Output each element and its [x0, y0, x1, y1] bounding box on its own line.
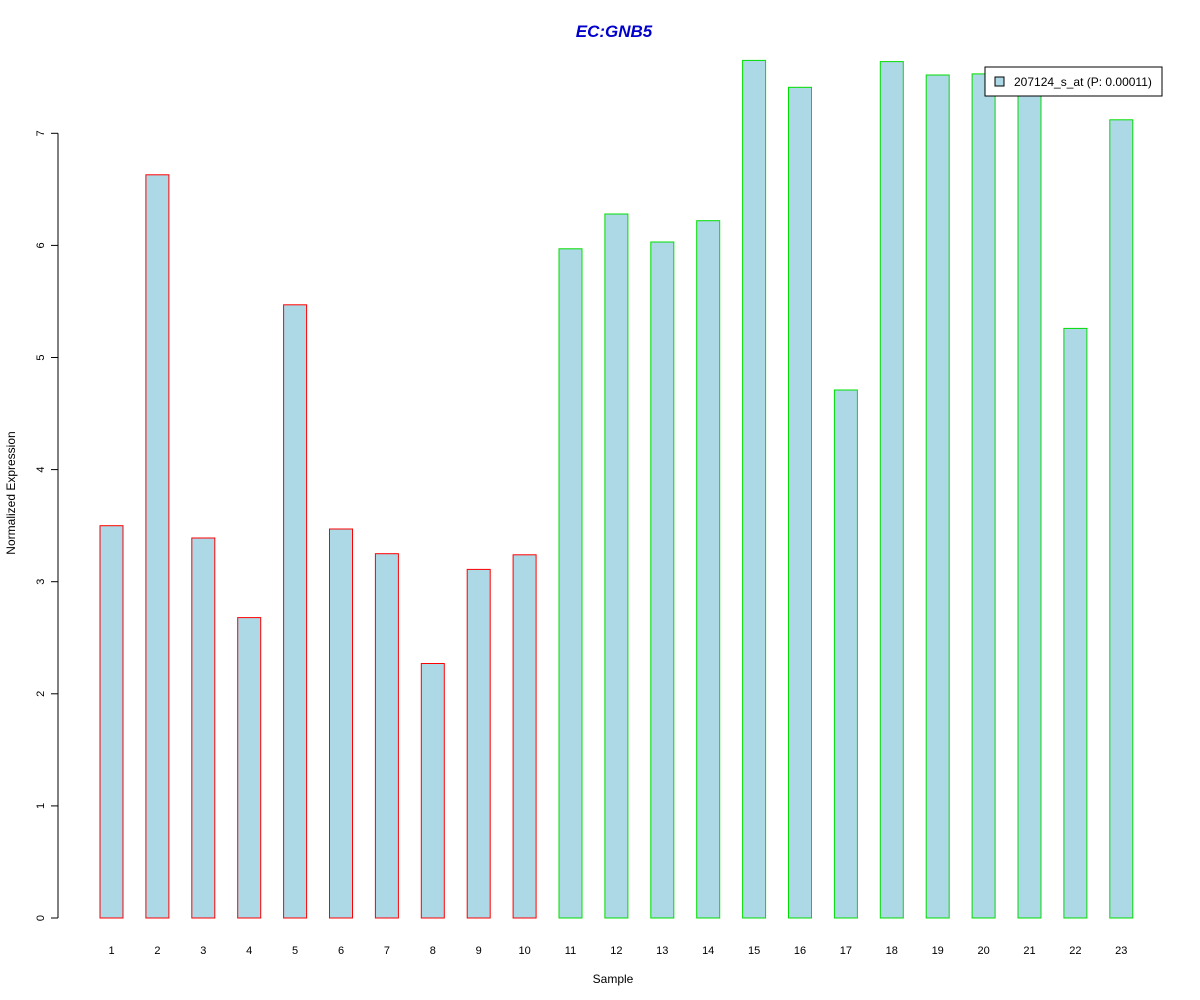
bars — [99, 59, 1134, 919]
x-tick-label: 3 — [200, 945, 206, 957]
x-tick-label: 20 — [977, 945, 989, 957]
x-tick-label: 6 — [338, 945, 344, 957]
bar-sample-22 — [1063, 327, 1088, 919]
x-tick-label: 19 — [932, 945, 944, 957]
y-tick-label: 3 — [35, 579, 47, 585]
x-tick-label: 13 — [656, 945, 668, 957]
x-tick-label: 21 — [1023, 945, 1035, 957]
x-tick-label: 12 — [610, 945, 622, 957]
x-tick-label: 17 — [840, 945, 852, 957]
bar-sample-2 — [145, 174, 170, 919]
x-tick-label: 16 — [794, 945, 806, 957]
y-tick-label: 5 — [35, 354, 47, 360]
x-tick-label: 23 — [1115, 945, 1127, 957]
y-tick-label: 0 — [35, 915, 47, 921]
x-tick-label: 18 — [886, 945, 898, 957]
bar-sample-19 — [925, 74, 950, 919]
bar-sample-17 — [833, 389, 858, 919]
x-tick-label: 22 — [1069, 945, 1081, 957]
y-tick-label: 1 — [35, 803, 47, 809]
y-tick-label: 2 — [35, 691, 47, 697]
bar-sample-5 — [283, 304, 308, 919]
bar-sample-13 — [650, 241, 675, 919]
x-axis: 1 2 3 4 5 6 7 8 9 10 11 12 13 14 15 16 17 18 19 20 21 22 23 — [108, 945, 1127, 957]
legend-box — [984, 66, 1163, 97]
bar-sample-8 — [420, 663, 445, 919]
y-axis-label: Normalized Expression — [4, 431, 18, 554]
x-tick-label: 8 — [430, 945, 436, 957]
bar-sample-3 — [191, 537, 216, 919]
bar-sample-9 — [466, 568, 491, 919]
bar-sample-23 — [1109, 119, 1134, 919]
bar-sample-12 — [604, 213, 629, 919]
bar-sample-4 — [237, 617, 262, 919]
bar-sample-1 — [99, 525, 124, 919]
bar-sample-21 — [1017, 86, 1042, 919]
x-tick-label: 9 — [476, 945, 482, 957]
y-tick-label: 6 — [35, 242, 47, 248]
x-tick-label: 2 — [154, 945, 160, 957]
bar-sample-6 — [329, 528, 353, 919]
y-tick-label: 7 — [35, 130, 47, 136]
x-tick-label: 1 — [108, 945, 114, 957]
bar-sample-16 — [788, 86, 812, 919]
bar-sample-20 — [971, 73, 996, 919]
x-tick-label: 11 — [565, 945, 576, 957]
bar-sample-7 — [374, 553, 399, 919]
x-tick-label: 10 — [518, 945, 530, 957]
bar-sample-11 — [558, 248, 583, 919]
legend-label: 207124_s_at (P: 0.00011) — [1014, 75, 1152, 89]
x-tick-label: 15 — [748, 945, 760, 957]
bar-sample-15 — [742, 59, 767, 919]
chart-title: EC:GNB5 — [576, 22, 653, 41]
bar-sample-18 — [879, 61, 904, 919]
legend: 207124_s_at (P: 0.00011) — [984, 66, 1163, 97]
x-tick-label: 14 — [702, 945, 714, 957]
x-axis-label: Sample — [593, 972, 634, 986]
x-tick-label: 4 — [246, 945, 252, 957]
bar-sample-14 — [696, 220, 721, 919]
y-tick-label: 4 — [35, 467, 47, 473]
x-tick-label: 5 — [292, 945, 298, 957]
y-axis: 0 1 2 3 4 5 6 7 — [35, 130, 59, 921]
bar-sample-10 — [512, 554, 537, 919]
x-tick-label: 7 — [384, 945, 390, 957]
legend-swatch — [994, 76, 1005, 87]
